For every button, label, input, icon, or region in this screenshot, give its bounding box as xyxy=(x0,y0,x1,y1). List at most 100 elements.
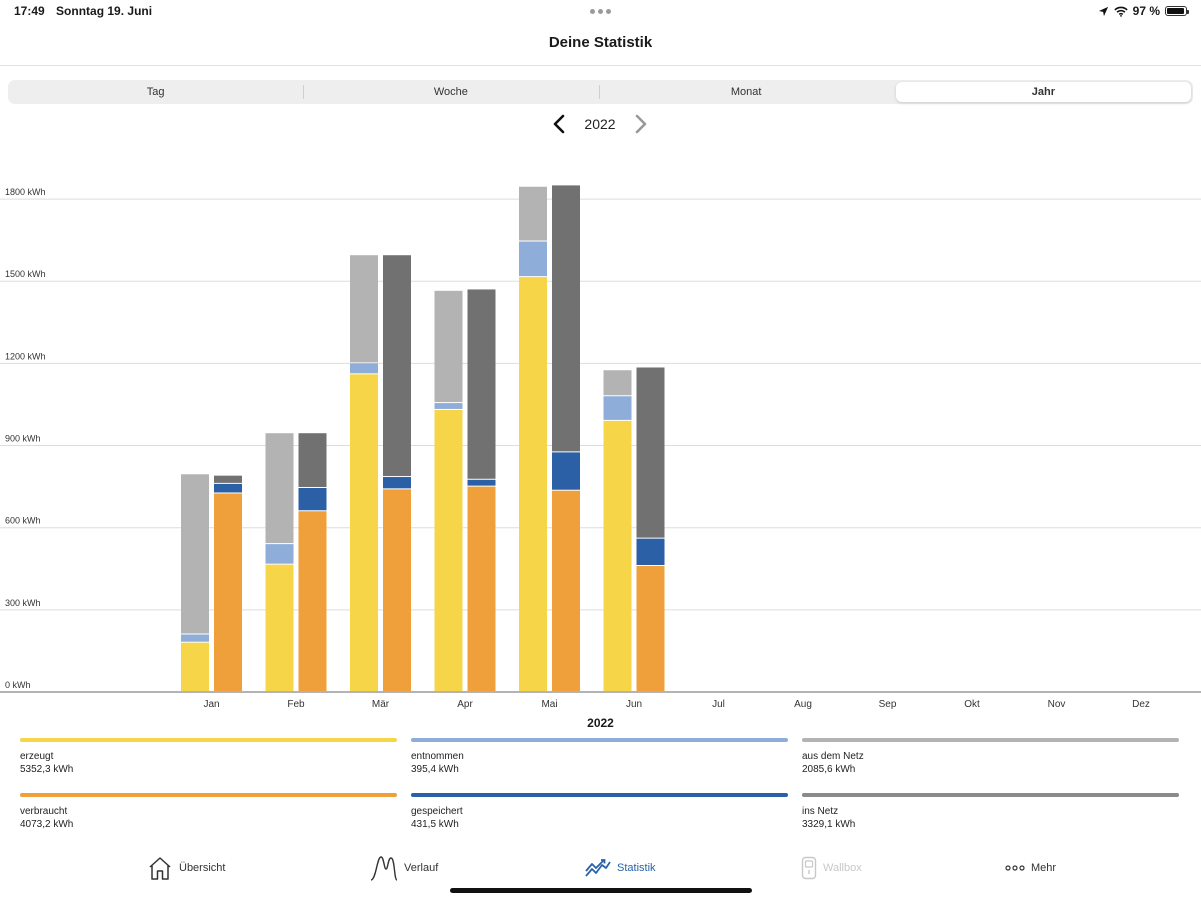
tab-mehr[interactable]: Mehr xyxy=(1005,848,1056,888)
tab-label: Statistik xyxy=(617,862,656,874)
bar-segment xyxy=(467,289,496,479)
chart-legend: erzeugt 5352,3 kWh entnommen 395,4 kWh a… xyxy=(20,738,1180,834)
status-date: Sonntag 19. Juni xyxy=(56,4,153,18)
bar-segment xyxy=(383,477,411,489)
x-tick-label: Mär xyxy=(372,699,390,710)
tab-label: Mehr xyxy=(1031,862,1057,874)
legend-value: 5352,3 kWh xyxy=(20,764,74,775)
bar-segment xyxy=(181,634,209,642)
statistics-icon xyxy=(585,859,611,877)
bar-segment xyxy=(603,420,632,691)
x-tick-label: Jan xyxy=(203,699,219,710)
multitasking-dots-icon[interactable] xyxy=(590,9,611,14)
legend-color-bar xyxy=(20,738,397,742)
x-tick-label: Apr xyxy=(457,699,473,710)
legend-erzeugt[interactable]: erzeugt 5352,3 kWh xyxy=(20,738,397,779)
tab-label: Verlauf xyxy=(404,862,439,874)
house-icon xyxy=(149,857,171,880)
legend-label: verbraucht xyxy=(20,806,68,817)
legend-label: gespeichert xyxy=(411,806,463,817)
bar-segment xyxy=(181,642,209,691)
bar-segment xyxy=(434,409,463,691)
legend-label: ins Netz xyxy=(802,806,839,817)
bar-segment xyxy=(214,483,242,493)
x-tick-label: Okt xyxy=(964,699,980,710)
bar-segment xyxy=(350,255,378,363)
tab-verlauf[interactable]: Verlauf xyxy=(370,848,438,888)
legend-ins-netz[interactable]: ins Netz 3329,1 kWh xyxy=(802,793,1179,834)
status-time-date: 17:49 Sonntag 19. Juni xyxy=(14,4,160,18)
bar-segment xyxy=(519,186,547,241)
bar-segment xyxy=(383,489,411,691)
bar-segment xyxy=(552,452,580,490)
bar-segment xyxy=(636,367,665,538)
page-title: Deine Statistik xyxy=(548,34,653,51)
legend-value: 395,4 kWh xyxy=(411,764,459,775)
bar-segment xyxy=(636,566,665,691)
y-tick-label: 900 kWh xyxy=(5,434,41,444)
bar-segment xyxy=(519,241,547,277)
bar-segment xyxy=(636,538,665,566)
tab-wallbox[interactable]: Wallbox xyxy=(801,848,862,888)
x-tick-label: Nov xyxy=(1048,699,1066,710)
legend-color-bar xyxy=(411,738,788,742)
y-tick-label: 0 kWh xyxy=(5,680,31,690)
tab-monat[interactable]: Monat xyxy=(598,80,894,104)
wifi-icon xyxy=(1113,6,1128,17)
bar-segment xyxy=(603,370,632,396)
bar-segment xyxy=(350,374,378,691)
y-tick-label: 1800 kWh xyxy=(5,187,46,197)
tab-statistik[interactable]: Statistik xyxy=(585,848,656,888)
legend-value: 3329,1 kWh xyxy=(802,819,856,830)
wallbox-icon xyxy=(801,856,817,880)
x-tick-label: Feb xyxy=(287,699,305,710)
bar-segment xyxy=(265,544,294,564)
legend-verbraucht[interactable]: verbraucht 4073,2 kWh xyxy=(20,793,397,834)
bar-segment xyxy=(214,493,242,691)
bar-segment xyxy=(383,255,411,477)
battery-percent: 97 % xyxy=(1132,4,1160,18)
chevron-right-icon[interactable] xyxy=(634,114,648,134)
bar-segment xyxy=(265,564,294,691)
tab-tag[interactable]: Tag xyxy=(146,86,165,98)
x-tick-label: Sep xyxy=(879,699,897,710)
battery-icon xyxy=(1165,6,1189,16)
location-arrow-icon xyxy=(1098,6,1108,16)
more-dots-icon xyxy=(1005,865,1025,871)
x-tick-label: Jul xyxy=(712,699,725,710)
year-navigation: 2022 xyxy=(540,112,660,136)
legend-gespeichert[interactable]: gespeichert 431,5 kWh xyxy=(411,793,788,834)
legend-aus-dem-netz[interactable]: aus dem Netz 2085,6 kWh xyxy=(802,738,1179,779)
bar-segment xyxy=(552,490,580,691)
x-tick-label: Mai xyxy=(541,699,557,710)
bar-segment xyxy=(603,396,632,420)
bar-segment xyxy=(467,486,496,691)
chevron-left-icon[interactable] xyxy=(552,114,566,134)
tab-uebersicht[interactable]: Übersicht xyxy=(147,848,225,888)
y-tick-label: 300 kWh xyxy=(5,598,41,608)
legend-value: 4073,2 kWh xyxy=(20,819,74,830)
legend-value: 431,5 kWh xyxy=(411,819,459,830)
nav-header: Deine Statistik xyxy=(0,22,1201,66)
bar-segment xyxy=(298,433,327,487)
bar-segment xyxy=(434,290,463,403)
home-indicator xyxy=(450,888,752,893)
bar-segment xyxy=(298,487,327,511)
bar-segment xyxy=(434,403,463,409)
legend-entnommen[interactable]: entnommen 395,4 kWh xyxy=(411,738,788,779)
legend-color-bar xyxy=(802,793,1179,797)
legend-color-bar xyxy=(411,793,788,797)
bar-segment xyxy=(265,433,294,544)
status-time: 17:49 xyxy=(14,4,45,18)
legend-value: 2085,6 kWh xyxy=(802,764,856,775)
x-tick-label: Aug xyxy=(794,699,812,710)
bar-segment xyxy=(552,185,580,452)
tab-jahr[interactable]: Jahr xyxy=(895,82,1191,102)
period-segmented-control: Tag Woche Monat Jahr xyxy=(8,80,1193,104)
tab-woche[interactable]: Woche xyxy=(303,80,598,104)
y-tick-label: 1500 kWh xyxy=(5,269,46,279)
bar-segment xyxy=(298,511,327,691)
legend-label: entnommen xyxy=(411,751,464,762)
status-indicators: 97 % xyxy=(1098,4,1189,18)
bar-segment xyxy=(519,277,547,691)
